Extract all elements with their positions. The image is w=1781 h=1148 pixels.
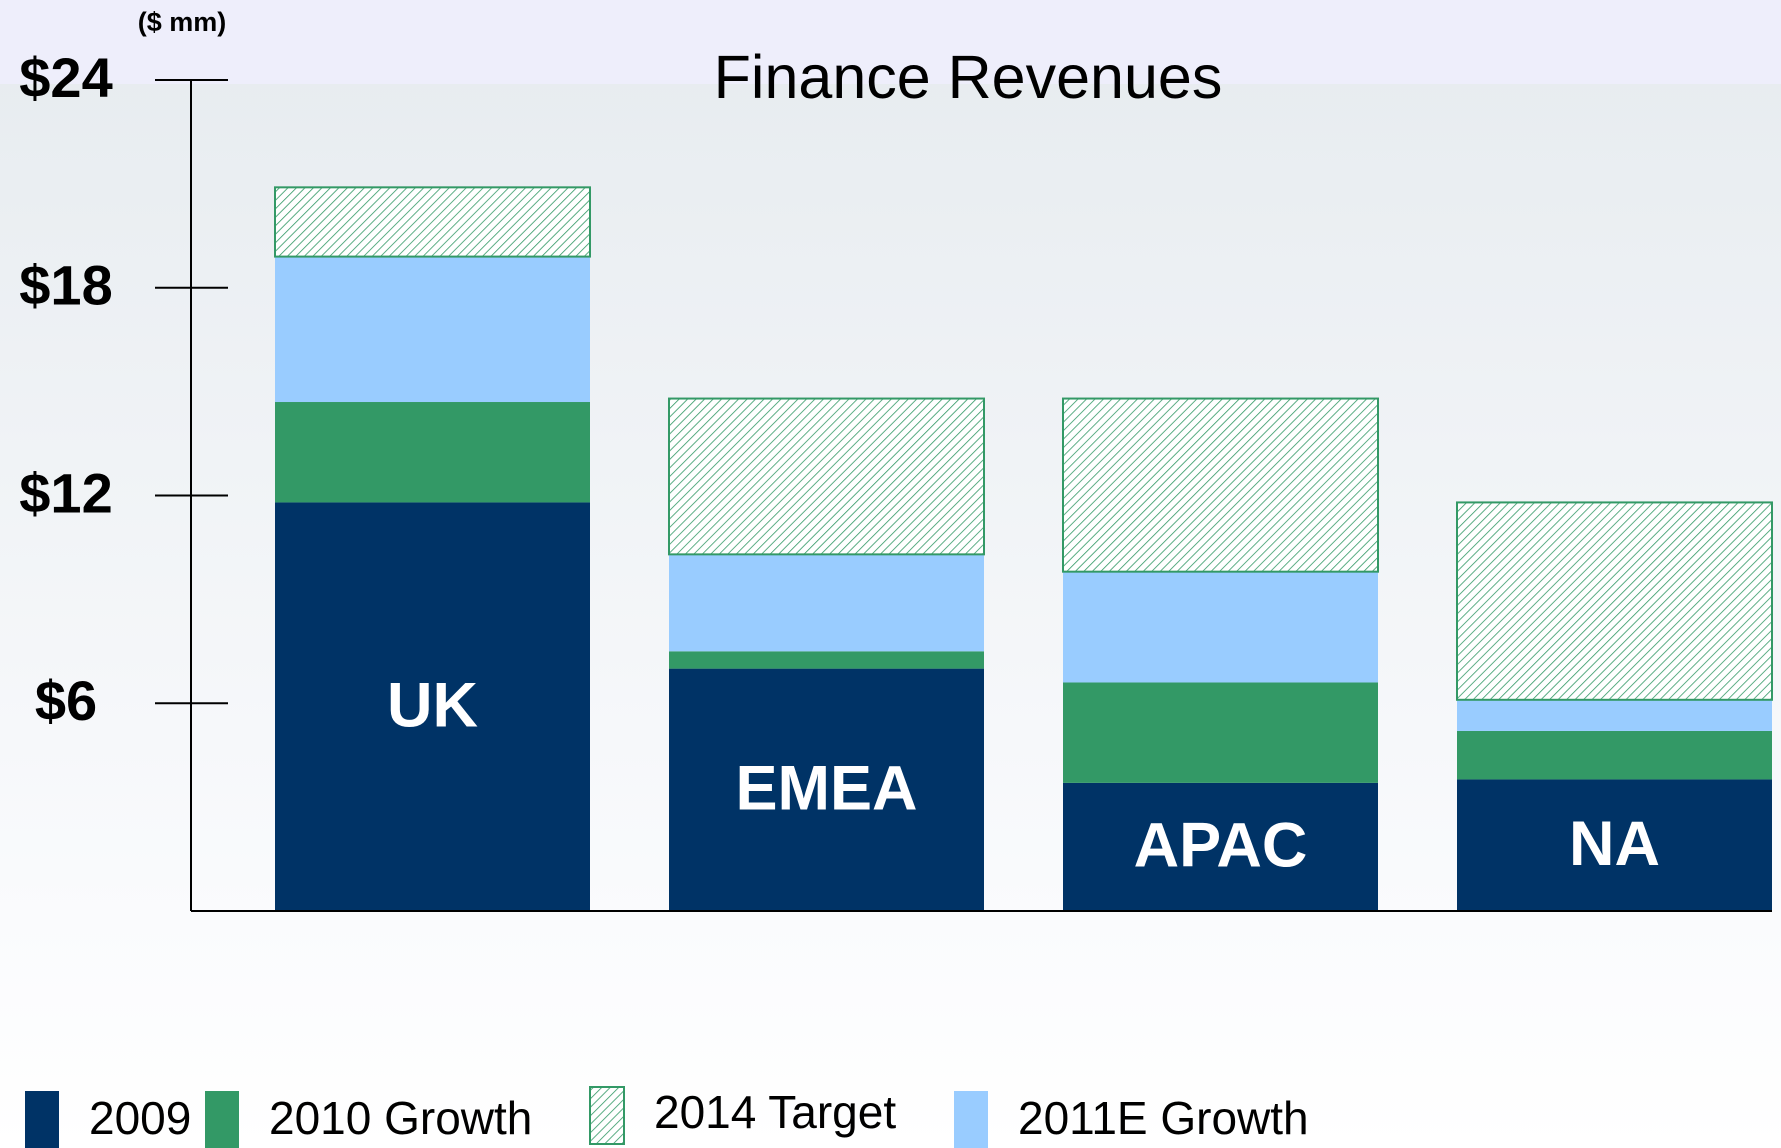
legend-swatch — [205, 1091, 239, 1148]
bar-segment — [1063, 571, 1378, 683]
bar-segment — [669, 668, 984, 911]
header-band — [0, 0, 1781, 84]
bar-segment — [1457, 779, 1772, 911]
bar-segment — [668, 397, 985, 556]
category-label: NA — [1569, 809, 1660, 879]
bar-segment — [1062, 397, 1379, 573]
bar-segment — [275, 256, 590, 403]
y-tick-label: $18 — [19, 254, 112, 317]
y-tick-label: $6 — [35, 669, 97, 732]
category-label: EMEA — [735, 753, 917, 823]
y-tick-label: $24 — [19, 46, 112, 109]
bar-segment — [274, 186, 591, 258]
bar-segment — [275, 502, 590, 911]
bar-segment — [1456, 501, 1773, 701]
bar-segment — [1063, 682, 1378, 783]
bar-segment — [275, 402, 590, 503]
legend-label: 2014 Target — [654, 1086, 896, 1138]
legend-label: 2011E Growth — [1018, 1092, 1309, 1144]
bar-segment — [669, 651, 984, 669]
chart-title: Finance Revenues — [714, 43, 1223, 111]
y-axis-unit: ($ mm) — [138, 7, 227, 37]
legend-label: 2010 Growth — [269, 1092, 532, 1144]
plot-area: $6 $12 $18 $24 UK EMEA APAC NA — [19, 46, 1773, 912]
y-tick-label: $12 — [19, 461, 112, 524]
bar-segment — [669, 554, 984, 652]
legend-swatch — [25, 1091, 59, 1148]
bar-segment — [1457, 730, 1772, 780]
category-label: APAC — [1134, 811, 1308, 881]
bar-segment — [1457, 699, 1772, 731]
category-label: UK — [387, 670, 478, 740]
legend: 2009 2010 Growth 2014 Target 2011E Growth — [25, 1086, 1309, 1148]
legend-swatch — [954, 1091, 988, 1148]
bar-segment — [1063, 782, 1378, 911]
legend-swatch — [589, 1086, 625, 1145]
legend-label: 2009 — [89, 1092, 191, 1144]
